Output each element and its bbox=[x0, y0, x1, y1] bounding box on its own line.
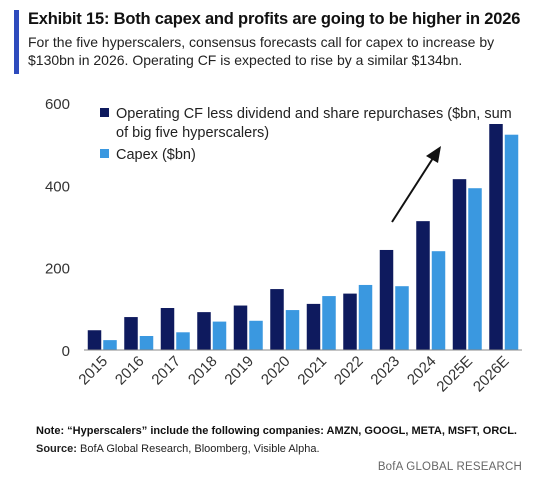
legend-swatch-operating-cf bbox=[100, 108, 109, 117]
bars bbox=[87, 123, 519, 351]
bar-capex bbox=[358, 284, 373, 350]
legend-swatch-capex bbox=[100, 149, 109, 158]
bar-capex bbox=[322, 296, 336, 350]
bar-operating-cf bbox=[343, 293, 357, 350]
bar-operating-cf bbox=[233, 305, 248, 350]
bar-operating-cf bbox=[416, 221, 430, 350]
legend-label-operating-cf-cont: of big five hyperscalers) bbox=[116, 125, 269, 141]
source-label: Source: bbox=[36, 443, 77, 455]
x-tick-label: 2026E bbox=[470, 353, 513, 396]
x-tick-label: 2016 bbox=[112, 353, 148, 389]
bar-operating-cf bbox=[124, 317, 138, 350]
bar-operating-cf bbox=[489, 123, 503, 351]
y-tick-label: 400 bbox=[45, 178, 70, 195]
bar-operating-cf bbox=[197, 312, 211, 350]
trend-arrow bbox=[391, 146, 441, 223]
chart-subtitle: For the five hyperscalers, consensus for… bbox=[28, 34, 495, 68]
x-tick-label: 2020 bbox=[258, 353, 294, 389]
bar-operating-cf bbox=[87, 330, 102, 350]
bar-capex bbox=[395, 286, 409, 350]
bar-capex bbox=[176, 332, 190, 350]
x-tick-label: 2017 bbox=[148, 353, 184, 389]
bar-capex bbox=[139, 336, 154, 350]
x-tick-label: 2023 bbox=[367, 353, 403, 389]
source-text: BofA Global Research, Bloomberg, Visible… bbox=[80, 443, 320, 455]
arrow-head bbox=[426, 146, 441, 163]
title-accent-bar bbox=[14, 10, 19, 74]
legend-label-capex: Capex ($bn) bbox=[116, 147, 196, 163]
y-tick-label: 600 bbox=[45, 96, 70, 113]
bar-operating-cf bbox=[306, 303, 321, 350]
bar-capex bbox=[468, 188, 482, 350]
arrow-shaft bbox=[391, 154, 436, 223]
legend-label-operating-cf: Operating CF less dividend and share rep… bbox=[116, 106, 512, 122]
x-tick-label: 2022 bbox=[331, 353, 367, 389]
source-line: Source: BofA Global Research, Bloomberg,… bbox=[36, 443, 320, 455]
brand-label: BofA GLOBAL RESEARCH bbox=[377, 461, 522, 473]
bar-operating-cf bbox=[379, 249, 394, 350]
x-tick-label: 2018 bbox=[185, 353, 221, 389]
x-tick-label: 2015 bbox=[75, 353, 111, 389]
chart-title: Exhibit 15: Both capex and profits are g… bbox=[28, 10, 521, 28]
bar-capex bbox=[249, 320, 263, 350]
footnote: Note: “Hyperscalers” include the followi… bbox=[36, 425, 517, 437]
legend: Operating CF less dividend and share rep… bbox=[100, 106, 512, 163]
y-tick-label: 0 bbox=[62, 343, 70, 360]
bar-capex bbox=[285, 310, 300, 350]
y-tick-label: 200 bbox=[45, 261, 70, 278]
bar-operating-cf bbox=[160, 308, 175, 350]
bar-capex bbox=[212, 321, 227, 350]
x-tick-label: 2021 bbox=[294, 353, 330, 389]
bar-operating-cf bbox=[452, 179, 467, 350]
bar-capex bbox=[431, 251, 446, 350]
bar-capex bbox=[103, 340, 117, 350]
x-tick-label: 2025E bbox=[433, 353, 476, 396]
bar-operating-cf bbox=[270, 289, 284, 350]
bar-capex bbox=[504, 134, 519, 350]
y-axis: 0 200 400 600 bbox=[45, 96, 70, 360]
x-axis: 2015 2016 2017 2018 2019 2020 2021 2022 2023 2024… bbox=[75, 353, 512, 396]
x-tick-label: 2019 bbox=[221, 353, 257, 389]
